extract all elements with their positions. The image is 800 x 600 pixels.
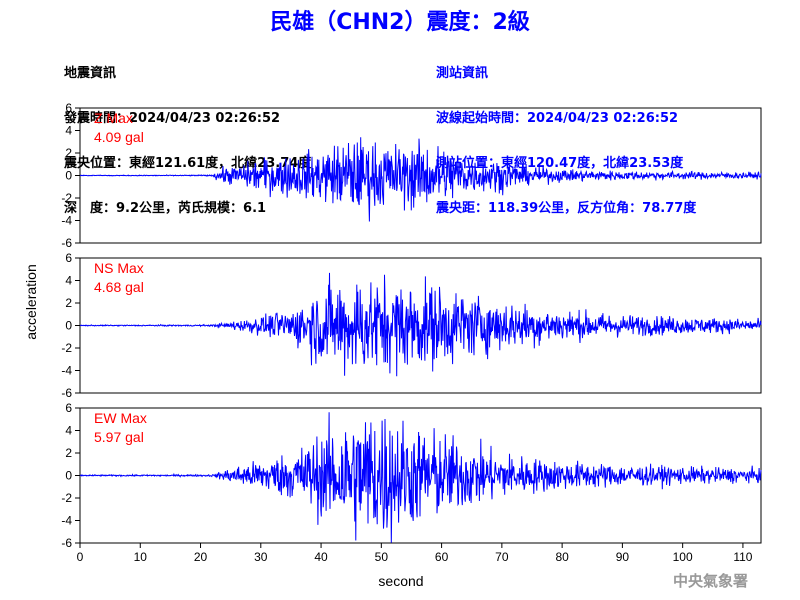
y-tick-label: -4 <box>61 514 72 528</box>
y-tick-label: 4 <box>65 124 72 138</box>
max-value-label-z: 4.09 gal <box>94 129 144 145</box>
agency-credit: 中央氣象署 <box>672 572 748 590</box>
x-tick-label: 10 <box>134 550 148 564</box>
y-tick-label: 0 <box>65 169 72 183</box>
y-tick-label: 0 <box>65 469 72 483</box>
x-tick-label: 80 <box>555 550 569 564</box>
y-tick-label: -2 <box>61 491 72 505</box>
y-tick-label: -4 <box>61 364 72 378</box>
x-tick-label: 70 <box>495 550 509 564</box>
quake-origin-time: 發震時間：2024/04/23 02:26:52 <box>64 111 281 126</box>
y-tick-label: 6 <box>65 101 72 115</box>
quake-info-heading: 地震資訊 <box>64 66 117 81</box>
x-tick-label: 100 <box>673 550 693 564</box>
y-tick-label: 2 <box>65 446 72 460</box>
station-start-time: 波線起始時間：2024/04/23 02:26:52 <box>436 111 679 126</box>
station-info-block: 測站資訊 波線起始時間：2024/04/23 02:26:52 測站位置：東經1… <box>436 36 696 231</box>
station-distance-azimuth: 震央距：118.39公里，反方位角：78.77度 <box>436 201 697 216</box>
y-tick-label: 2 <box>65 146 72 160</box>
x-tick-label: 90 <box>616 550 630 564</box>
trace-z <box>80 137 762 222</box>
y-tick-label: -2 <box>61 341 72 355</box>
y-tick-label: -6 <box>61 236 72 250</box>
y-tick-label: -4 <box>61 214 72 228</box>
trace-ns <box>79 272 762 377</box>
y-tick-label: -2 <box>61 191 72 205</box>
y-tick-label: 4 <box>65 424 72 438</box>
quake-epicenter: 震央位置：東經121.61度，北緯23.74度 <box>64 156 312 171</box>
trace-ew <box>79 412 762 543</box>
y-tick-label: 4 <box>65 274 72 288</box>
x-tick-label: 110 <box>733 550 752 564</box>
x-tick-label: 60 <box>435 550 449 564</box>
max-value-label-ew: 5.97 gal <box>94 429 144 445</box>
x-tick-label: 40 <box>314 550 328 564</box>
x-tick-label: 0 <box>77 550 84 564</box>
component-label-ew: EW Max <box>94 410 147 426</box>
x-axis-title: second <box>378 573 423 589</box>
page-title: 民雄（CHN2）震度：2級 <box>270 10 530 35</box>
y-tick-label: 6 <box>65 251 72 265</box>
y-tick-label: 2 <box>65 296 72 310</box>
y-tick-label: -6 <box>61 386 72 400</box>
y-tick-label: -6 <box>61 536 72 550</box>
y-tick-label: 6 <box>65 401 72 415</box>
max-value-label-ns: 4.68 gal <box>94 279 144 295</box>
station-info-heading: 測站資訊 <box>436 66 489 81</box>
quake-info-block: 地震資訊 發震時間：2024/04/23 02:26:52 震央位置：東經121… <box>64 36 311 231</box>
y-tick-label: 0 <box>65 319 72 333</box>
x-tick-label: 50 <box>375 550 389 564</box>
quake-depth-magnitude: 深 度：9.2公里，芮氏規模：6.1 <box>64 201 267 216</box>
x-tick-label: 30 <box>254 550 268 564</box>
component-label-z: Z Max <box>94 110 133 126</box>
x-tick-label: 20 <box>194 550 208 564</box>
y-axis-title: acceleration <box>23 264 39 340</box>
component-label-ns: NS Max <box>94 260 144 276</box>
